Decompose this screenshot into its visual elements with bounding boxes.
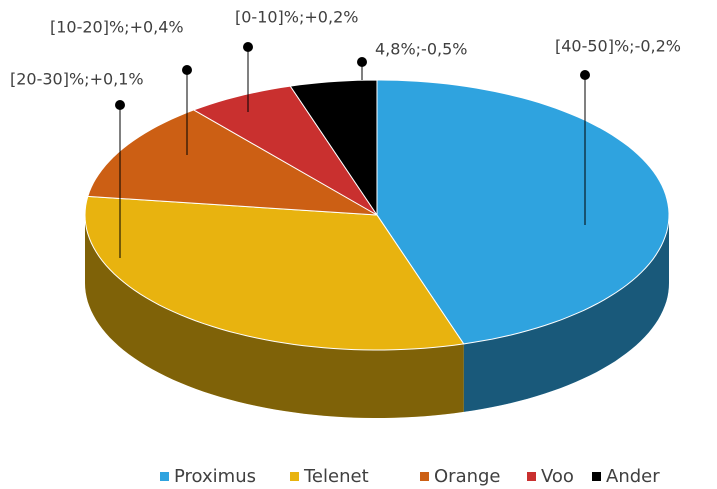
- slice: [87, 109, 378, 216]
- data-label: [40-50]%;-0,2%: [555, 37, 681, 56]
- leader-dot: [182, 65, 192, 75]
- leader-dot: [115, 100, 125, 110]
- legend-label: Voo: [541, 466, 574, 487]
- slice-side: [85, 215, 464, 418]
- leader-dot: [243, 42, 253, 52]
- data-label: [20-30]%;+0,1%: [10, 70, 144, 89]
- slice: [192, 85, 378, 216]
- slice: [289, 79, 378, 217]
- leader-dot: [580, 70, 590, 80]
- slice: [376, 79, 670, 345]
- data-label: 4,8%;-0,5%: [375, 40, 467, 59]
- slice-side-shade: [463, 215, 669, 412]
- legend-swatch: [290, 472, 299, 481]
- legend-swatch: [160, 472, 169, 481]
- leader-dot: [357, 57, 367, 67]
- legend-swatch: [592, 472, 601, 481]
- data-label: [10-20]%;+0,4%: [50, 18, 184, 37]
- slice: [84, 195, 465, 351]
- slice-side-shade: [85, 215, 464, 418]
- legend-label: Orange: [434, 466, 501, 487]
- slice-side: [463, 215, 669, 412]
- legend-swatch: [527, 472, 536, 481]
- legend-label: Ander: [606, 466, 660, 487]
- legend-label: Telenet: [303, 466, 369, 487]
- legend-label: Proximus: [174, 466, 256, 487]
- data-label: [0-10]%;+0,2%: [235, 8, 358, 27]
- legend-swatch: [420, 472, 429, 481]
